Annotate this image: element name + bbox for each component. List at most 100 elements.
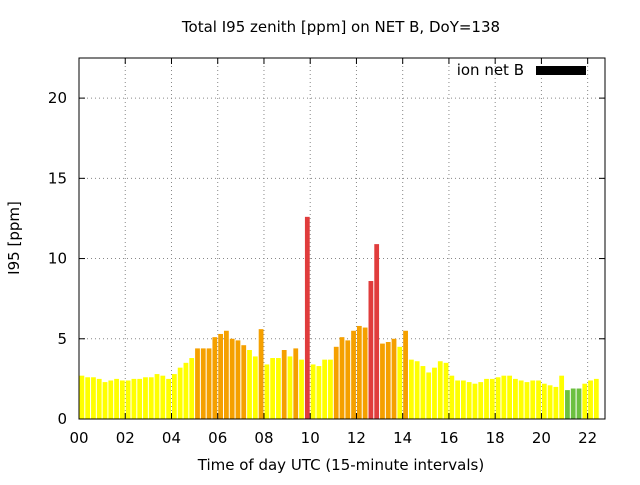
bar (252, 356, 258, 419)
bar (91, 377, 96, 419)
bar (131, 378, 137, 419)
bar (507, 375, 513, 419)
bar (316, 366, 322, 419)
bar (443, 362, 449, 419)
bar (460, 380, 466, 419)
bar (576, 388, 582, 419)
bar (270, 358, 276, 419)
bar (310, 364, 316, 419)
bar (287, 356, 293, 419)
y-tick-label: 20 (48, 89, 67, 107)
bar (484, 378, 489, 419)
bar (143, 377, 148, 419)
x-tick-label: 02 (116, 429, 135, 447)
tick-layer: 0 5 10 15 20 00 02 04 06 08 10 12 14 16 18 20 22 (48, 58, 605, 447)
bar (339, 337, 345, 419)
bar (264, 364, 270, 419)
bar (171, 374, 177, 419)
bar (513, 378, 518, 419)
bar (565, 390, 570, 419)
bar (362, 327, 368, 419)
bar (397, 346, 403, 419)
bar (224, 330, 229, 419)
y-axis-label: I95 [ppm] (5, 201, 23, 275)
x-tick-label: 20 (532, 429, 551, 447)
bar (553, 386, 559, 419)
bar (160, 375, 166, 419)
bar (206, 348, 212, 419)
legend-label: ion net B (457, 61, 524, 79)
bar (593, 378, 599, 419)
bar (408, 359, 414, 419)
x-tick-label: 04 (162, 429, 181, 447)
bar (547, 385, 553, 419)
bar (351, 330, 356, 419)
bar (374, 244, 380, 419)
bar (518, 380, 524, 419)
x-tick-label: 06 (208, 429, 227, 447)
x-axis-label: Time of day UTC (15-minute intervals) (197, 456, 484, 474)
bar (385, 341, 391, 419)
bar (166, 378, 171, 419)
bar (328, 359, 333, 419)
bar (414, 361, 420, 419)
x-tick-label: 10 (301, 429, 320, 447)
y-tick-label: 15 (48, 169, 67, 187)
bar (541, 383, 547, 419)
bar (449, 375, 455, 419)
x-tick-label: 16 (439, 429, 458, 447)
bar (524, 382, 530, 419)
bar (582, 383, 588, 419)
bar (229, 338, 235, 419)
bar (79, 375, 85, 419)
bar (299, 359, 304, 419)
bar (466, 382, 472, 419)
bar (148, 377, 154, 419)
bar (356, 325, 362, 419)
bar (212, 337, 218, 419)
bar (536, 380, 541, 419)
bar (432, 367, 437, 419)
bar (258, 329, 264, 419)
bar (455, 380, 460, 419)
bar (333, 346, 339, 419)
bar (472, 383, 478, 419)
bar (420, 366, 426, 419)
x-tick-label: 18 (486, 429, 505, 447)
bar (114, 378, 119, 419)
bar (102, 382, 108, 419)
legend-swatch (536, 66, 586, 75)
bar (380, 343, 385, 419)
bar (281, 350, 287, 419)
bar (391, 338, 397, 419)
bar (437, 361, 443, 419)
bar (218, 333, 224, 419)
bar (489, 378, 495, 419)
x-tick-label: 00 (69, 429, 88, 447)
bar (570, 388, 576, 419)
chart-title: Total I95 zenith [ppm] on NET B, DoY=138 (181, 18, 500, 36)
bar (322, 359, 328, 419)
bar (183, 362, 189, 419)
bar (154, 374, 160, 419)
y-tick-label: 5 (57, 330, 67, 348)
x-tick-label: 12 (347, 429, 366, 447)
plot-frame (78, 57, 606, 420)
bar (235, 340, 241, 419)
x-tick-label: 08 (254, 429, 273, 447)
bar (276, 358, 281, 419)
bar (119, 380, 125, 419)
x-tick-label: 14 (393, 429, 412, 447)
bar (495, 377, 501, 419)
bar (189, 358, 195, 419)
grid-layer (79, 58, 605, 419)
bar (559, 375, 565, 419)
bar (137, 378, 143, 419)
bar (345, 340, 351, 419)
bar (501, 375, 507, 419)
y-tick-label: 0 (57, 410, 67, 428)
bar (478, 382, 484, 419)
bar (125, 380, 131, 419)
bar-layer (79, 216, 599, 419)
